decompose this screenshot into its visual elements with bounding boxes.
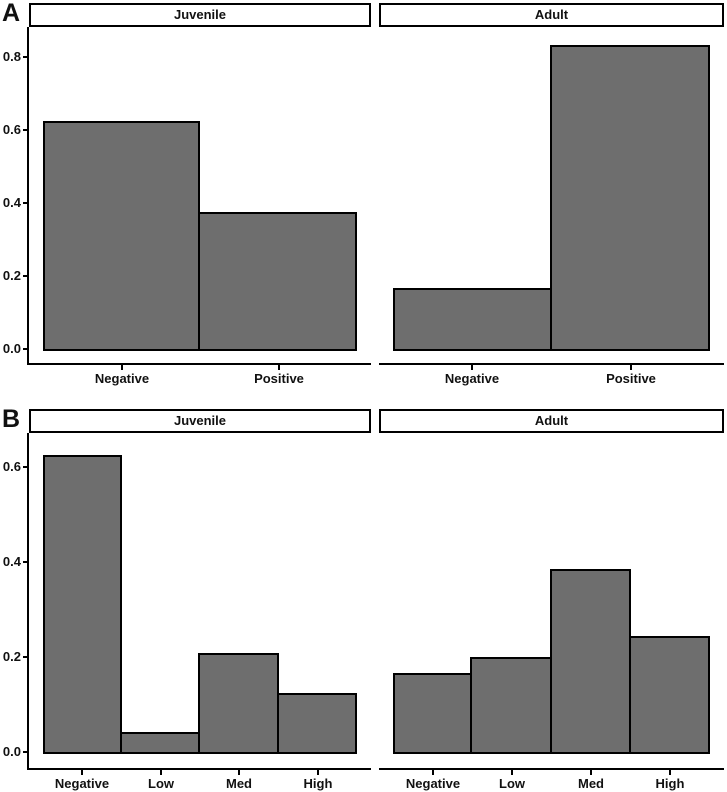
y-tick-label: 0.2	[2, 268, 21, 283]
bar	[277, 693, 357, 754]
y-axis-line	[27, 433, 29, 770]
x-tick	[238, 770, 240, 775]
x-tick	[590, 770, 592, 775]
bar	[393, 288, 552, 351]
y-tick	[23, 202, 29, 204]
x-tick-label: Med	[578, 776, 604, 791]
y-tick	[23, 656, 29, 658]
y-tick-label: 0.6	[2, 459, 21, 474]
bar	[43, 455, 122, 754]
x-tick-label: Negative	[94, 371, 150, 386]
bar	[550, 569, 631, 754]
x-tick	[432, 770, 434, 775]
y-tick-label: 0.6	[2, 122, 21, 137]
y-tick-label: 0.4	[2, 554, 21, 569]
bar	[629, 636, 710, 754]
strip-label: Juvenile	[173, 413, 227, 428]
bar	[120, 732, 200, 754]
y-tick	[23, 561, 29, 563]
bar	[550, 45, 710, 351]
bar	[198, 212, 357, 351]
x-tick-label: Positive	[254, 371, 304, 386]
x-tick	[669, 770, 671, 775]
facet-strip: Adult	[379, 3, 724, 27]
facet-strip: Adult	[379, 409, 724, 433]
facet-strip: Juvenile	[29, 3, 371, 27]
panel-letter: A	[2, 0, 21, 27]
x-tick	[511, 770, 513, 775]
y-axis-line	[27, 27, 29, 365]
x-tick	[278, 365, 280, 370]
x-axis-line	[27, 768, 371, 770]
y-tick	[23, 751, 29, 753]
x-tick-label: Negative	[405, 776, 461, 791]
x-tick	[160, 770, 162, 775]
x-tick	[81, 770, 83, 775]
bar	[43, 121, 200, 351]
y-tick-label: 0.2	[2, 649, 21, 664]
bar	[470, 657, 552, 754]
strip-label: Adult	[534, 7, 569, 22]
y-tick	[23, 129, 29, 131]
panel-letter: B	[2, 405, 21, 433]
y-tick	[23, 275, 29, 277]
facet-strip: Juvenile	[29, 409, 371, 433]
y-tick-label: 0.0	[2, 744, 21, 759]
y-tick-label: 0.8	[2, 49, 21, 64]
y-tick-label: 0.4	[2, 195, 21, 210]
x-axis-line	[27, 363, 371, 365]
x-tick-label: High	[303, 776, 333, 791]
x-tick-label: Negative	[444, 371, 500, 386]
bar	[198, 653, 279, 754]
x-tick-label: Med	[226, 776, 252, 791]
y-tick	[23, 466, 29, 468]
x-axis-line	[379, 768, 724, 770]
bar	[393, 673, 472, 754]
x-tick-label: Positive	[606, 371, 656, 386]
y-tick-label: 0.0	[2, 341, 21, 356]
x-tick	[121, 365, 123, 370]
strip-label: Juvenile	[173, 7, 227, 22]
x-tick-label: High	[655, 776, 685, 791]
x-tick-label: Low	[499, 776, 525, 791]
x-tick	[630, 365, 632, 370]
y-tick	[23, 56, 29, 58]
x-tick-label: Low	[148, 776, 174, 791]
x-tick	[317, 770, 319, 775]
strip-label: Adult	[534, 413, 569, 428]
x-tick	[471, 365, 473, 370]
y-tick	[23, 348, 29, 350]
x-tick-label: Negative	[54, 776, 110, 791]
x-axis-line	[379, 363, 724, 365]
